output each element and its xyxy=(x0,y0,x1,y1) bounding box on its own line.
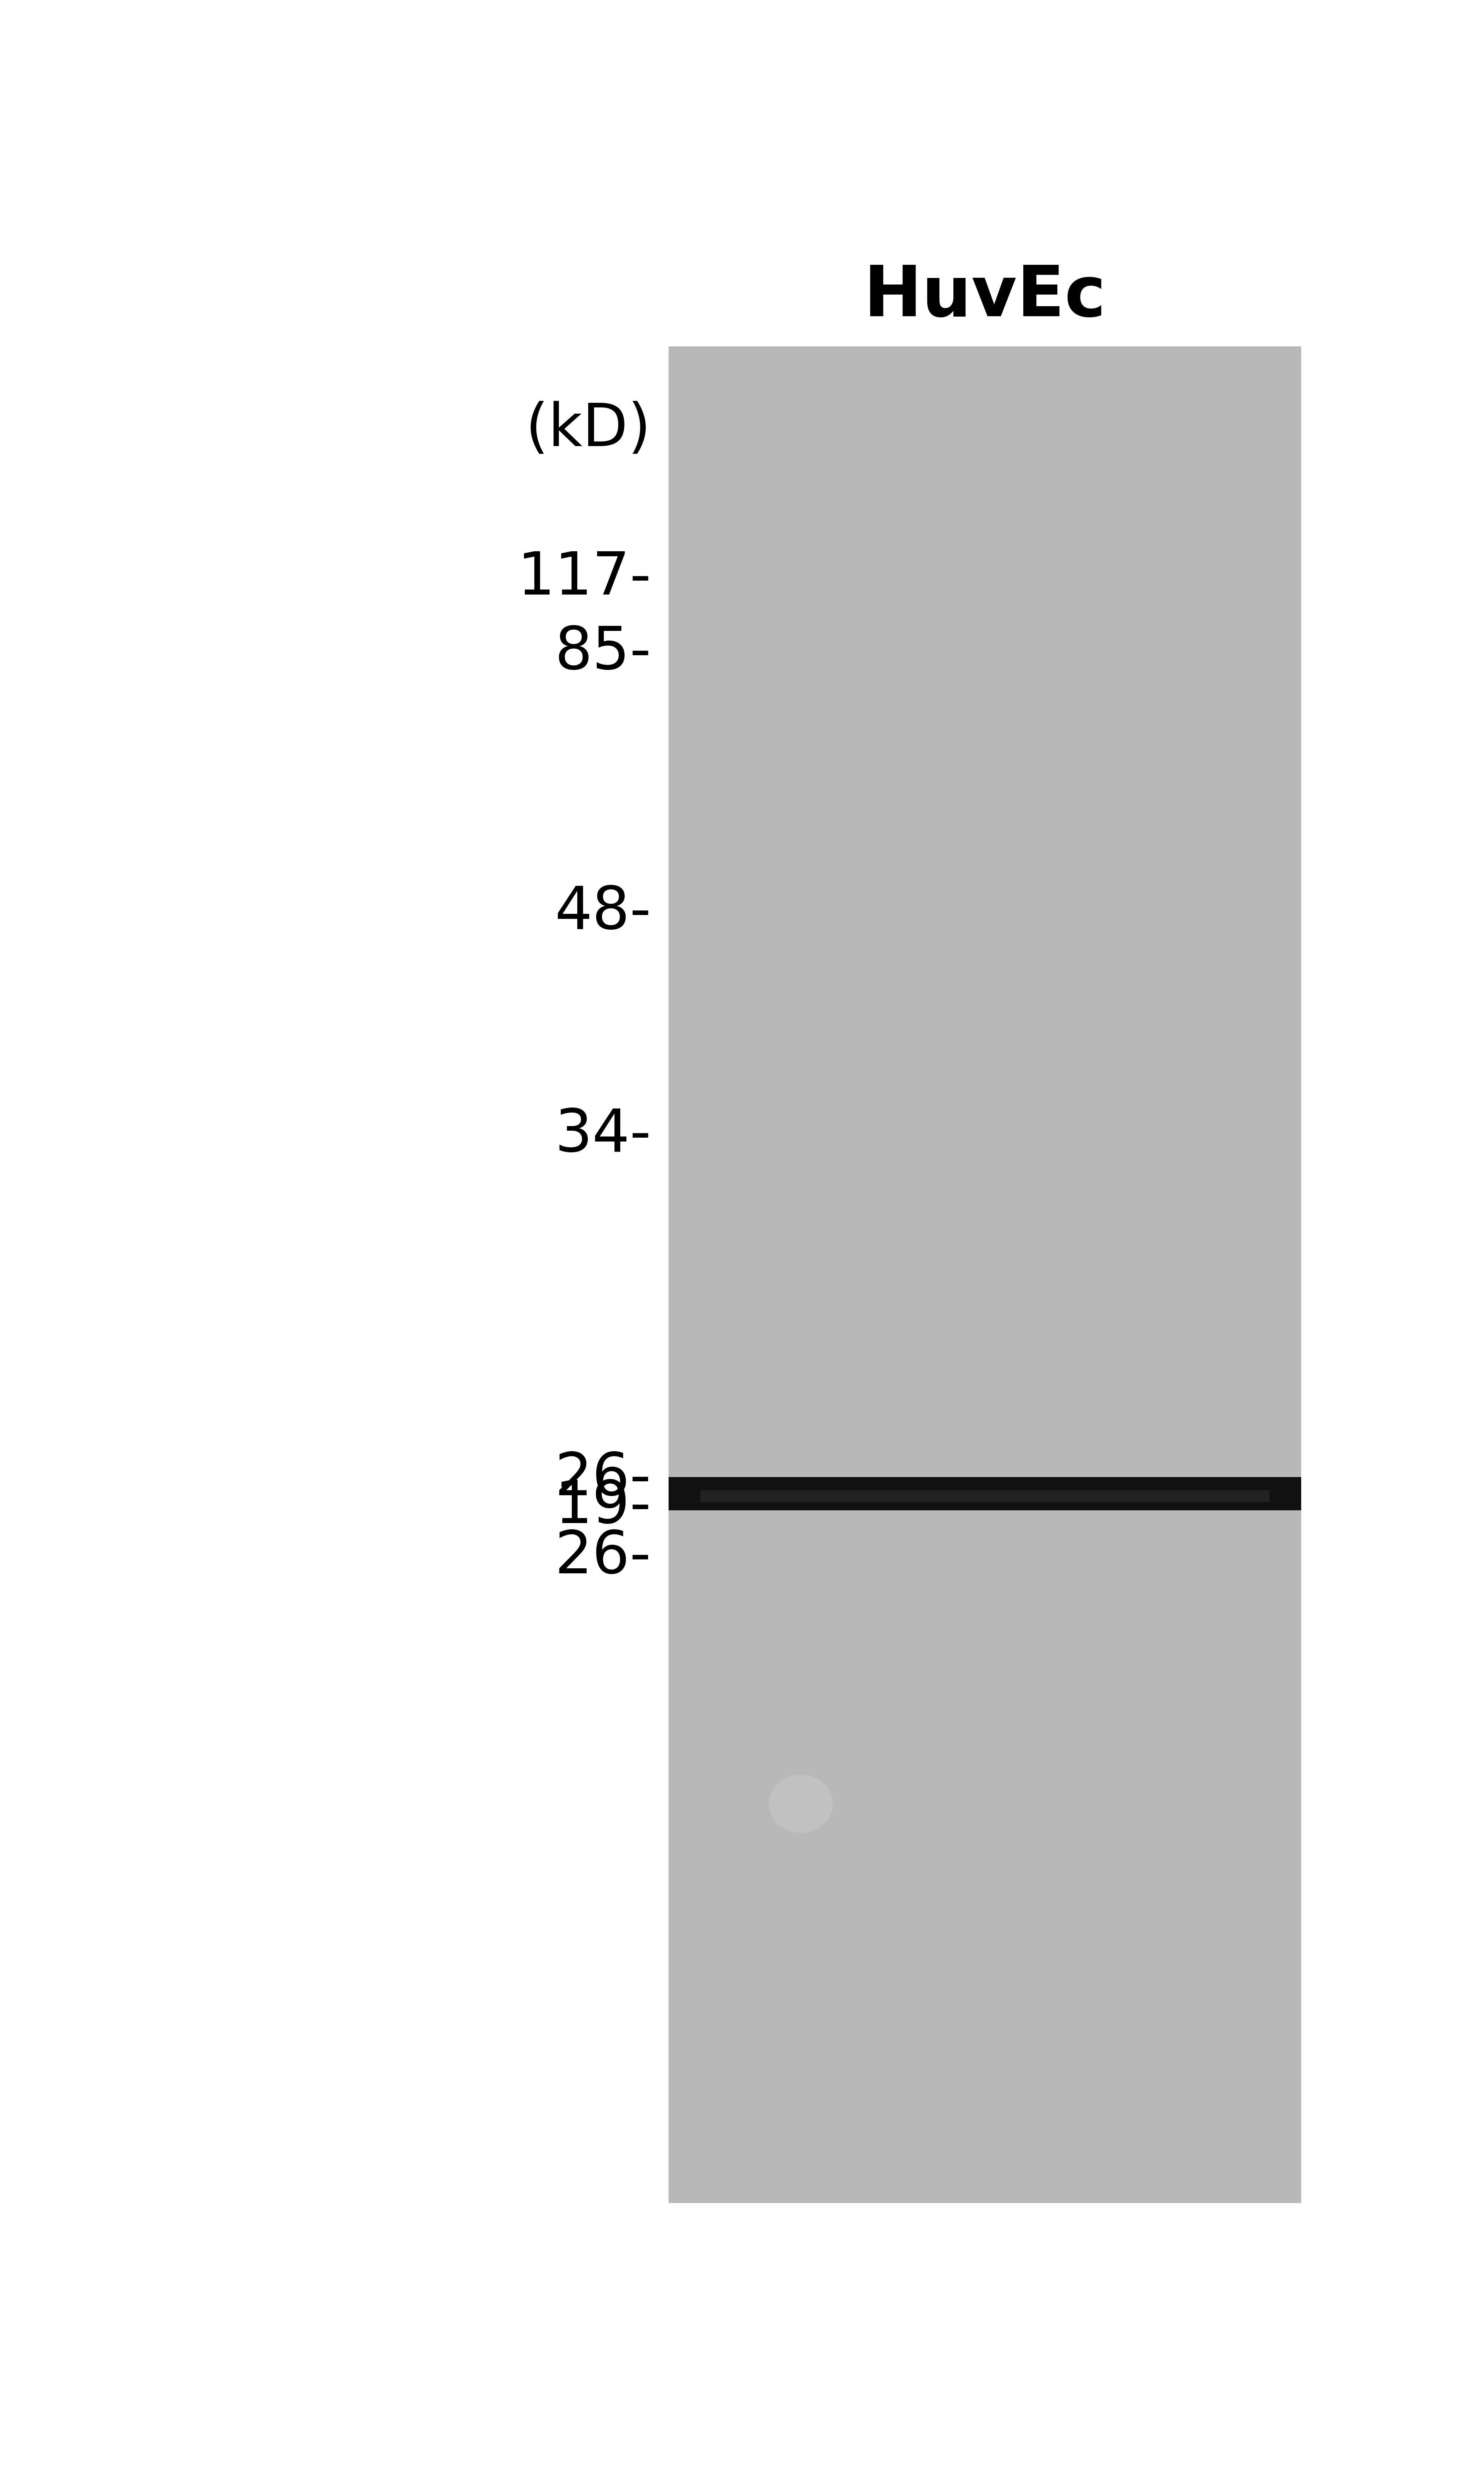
Text: HuvEc: HuvEc xyxy=(864,264,1106,331)
Text: 48-: 48- xyxy=(555,883,651,942)
Text: 34-: 34- xyxy=(555,1106,651,1163)
Bar xyxy=(668,346,1301,2203)
Text: (kD): (kD) xyxy=(525,400,651,457)
Text: 19-: 19- xyxy=(555,1477,651,1536)
Text: 85-: 85- xyxy=(555,624,651,681)
Text: 26-: 26- xyxy=(555,1529,651,1586)
Text: 26-: 26- xyxy=(555,1449,651,1507)
Ellipse shape xyxy=(769,1775,833,1832)
Text: 117-: 117- xyxy=(518,549,651,607)
Bar xyxy=(700,1489,1269,1502)
Bar xyxy=(668,1477,1301,1511)
